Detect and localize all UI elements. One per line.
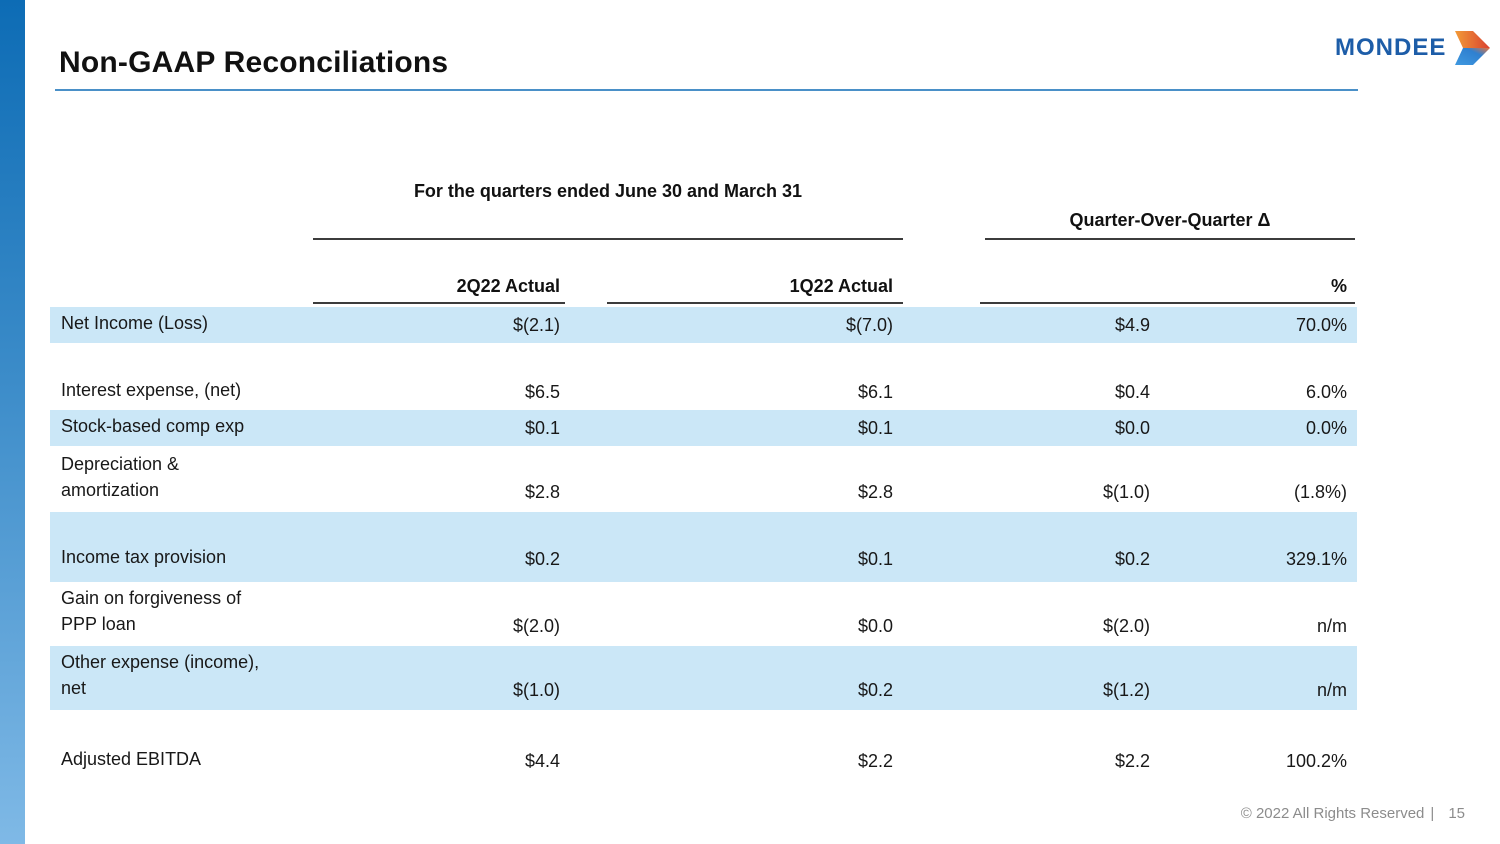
slide-footer: © 2022 All Rights Reserved | 15 [1241, 805, 1465, 822]
column-header-1q22: 1Q22 Actual [789, 276, 893, 296]
cell-delta: $4.9 [1114, 315, 1150, 335]
mondee-arrow-icon [1455, 31, 1491, 65]
cell-pct: 100.2% [1285, 751, 1347, 771]
row-label: Gain on forgiveness of PPP loan [61, 588, 242, 634]
cell-delta: $(1.2) [1102, 680, 1150, 700]
row-spacer [50, 710, 1357, 730]
cell-2q22: $6.5 [524, 382, 560, 402]
rule-quarters [313, 238, 903, 240]
cell-pct: n/m [1316, 680, 1347, 700]
row-label: Net Income (Loss) [61, 313, 209, 333]
rule-qoq [985, 238, 1355, 240]
cell-pct: 329.1% [1285, 549, 1347, 569]
footer-copyright: © 2022 All Rights Reserved [1240, 805, 1425, 822]
cell-2q22: $0.2 [524, 549, 560, 569]
cell-2q22: $0.1 [524, 418, 560, 438]
cell-delta: $(1.0) [1102, 482, 1150, 502]
accent-bar [0, 0, 25, 844]
row-spacer [50, 343, 1357, 374]
cell-pct: 70.0% [1295, 315, 1347, 335]
cell-delta: $(2.0) [1102, 616, 1150, 636]
table-row-ppp-gain: Gain on forgiveness of PPP loan $(2.0) $… [50, 582, 1357, 646]
mondee-wordmark: MONDEE [1335, 34, 1447, 61]
rule-delta-pct [980, 302, 1355, 304]
cell-1q22: $0.2 [857, 680, 893, 700]
cell-2q22: $(2.0) [512, 616, 560, 636]
cell-2q22: $(1.0) [512, 680, 560, 700]
table-row-adjusted-ebitda: Adjusted EBITDA $4.4 $2.2 $2.2 100.2% [50, 730, 1357, 785]
row-label: Adjusted EBITDA [61, 749, 202, 769]
reconciliation-table: Net Income (Loss) $(2.1) $(7.0) $4.9 70.… [50, 307, 1357, 785]
footer-separator: | [1430, 805, 1435, 822]
table-row-stock-comp: Stock-based comp exp $0.1 $0.1 $0.0 0.0% [50, 410, 1357, 446]
row-label: Depreciation & amortization [61, 454, 180, 500]
cell-1q22: $2.2 [857, 751, 893, 771]
group-header-quarters: For the quarters ended June 30 and March… [413, 181, 803, 201]
cell-2q22: $(2.1) [512, 315, 560, 335]
column-header-pct: % [1330, 276, 1347, 296]
rule-1q22 [607, 302, 903, 304]
cell-delta: $0.4 [1114, 382, 1150, 402]
cell-pct: (1.8%) [1293, 482, 1347, 502]
group-header-qoq: Quarter-Over-Quarter Δ [1069, 210, 1271, 230]
cell-pct: 6.0% [1305, 382, 1347, 402]
cell-2q22: $2.8 [524, 482, 560, 502]
page-number: 15 [1448, 805, 1465, 822]
cell-pct: 0.0% [1305, 418, 1347, 438]
title-rule [55, 89, 1358, 91]
cell-1q22: $0.1 [857, 418, 893, 438]
row-label: Interest expense, (net) [61, 380, 242, 400]
rule-2q22 [313, 302, 565, 304]
cell-1q22: $0.1 [857, 549, 893, 569]
cell-delta: $0.2 [1114, 549, 1150, 569]
cell-1q22: $(7.0) [845, 315, 893, 335]
cell-pct: n/m [1316, 616, 1347, 636]
row-label: Income tax provision [61, 547, 227, 567]
page-title: Non-GAAP Reconciliations [59, 46, 449, 79]
table-row-other-expense: Other expense (income), net $(1.0) $0.2 … [50, 646, 1357, 710]
row-label: Other expense (income), net [61, 652, 260, 698]
cell-1q22: $2.8 [857, 482, 893, 502]
mondee-logo: MONDEE [1335, 30, 1493, 66]
table-row-net-income: Net Income (Loss) $(2.1) $(7.0) $4.9 70.… [50, 307, 1357, 343]
column-header-2q22: 2Q22 Actual [456, 276, 560, 296]
cell-2q22: $4.4 [524, 751, 560, 771]
cell-delta: $0.0 [1114, 418, 1150, 438]
cell-delta: $2.2 [1114, 751, 1150, 771]
table-row-interest-expense: Interest expense, (net) $6.5 $6.1 $0.4 6… [50, 374, 1357, 410]
row-label: Stock-based comp exp [61, 416, 245, 436]
cell-1q22: $0.0 [857, 616, 893, 636]
cell-1q22: $6.1 [857, 382, 893, 402]
table-row-depreciation: Depreciation & amortization $2.8 $2.8 $(… [50, 446, 1357, 512]
table-row-income-tax: Income tax provision $0.2 $0.1 $0.2 329.… [50, 512, 1357, 582]
